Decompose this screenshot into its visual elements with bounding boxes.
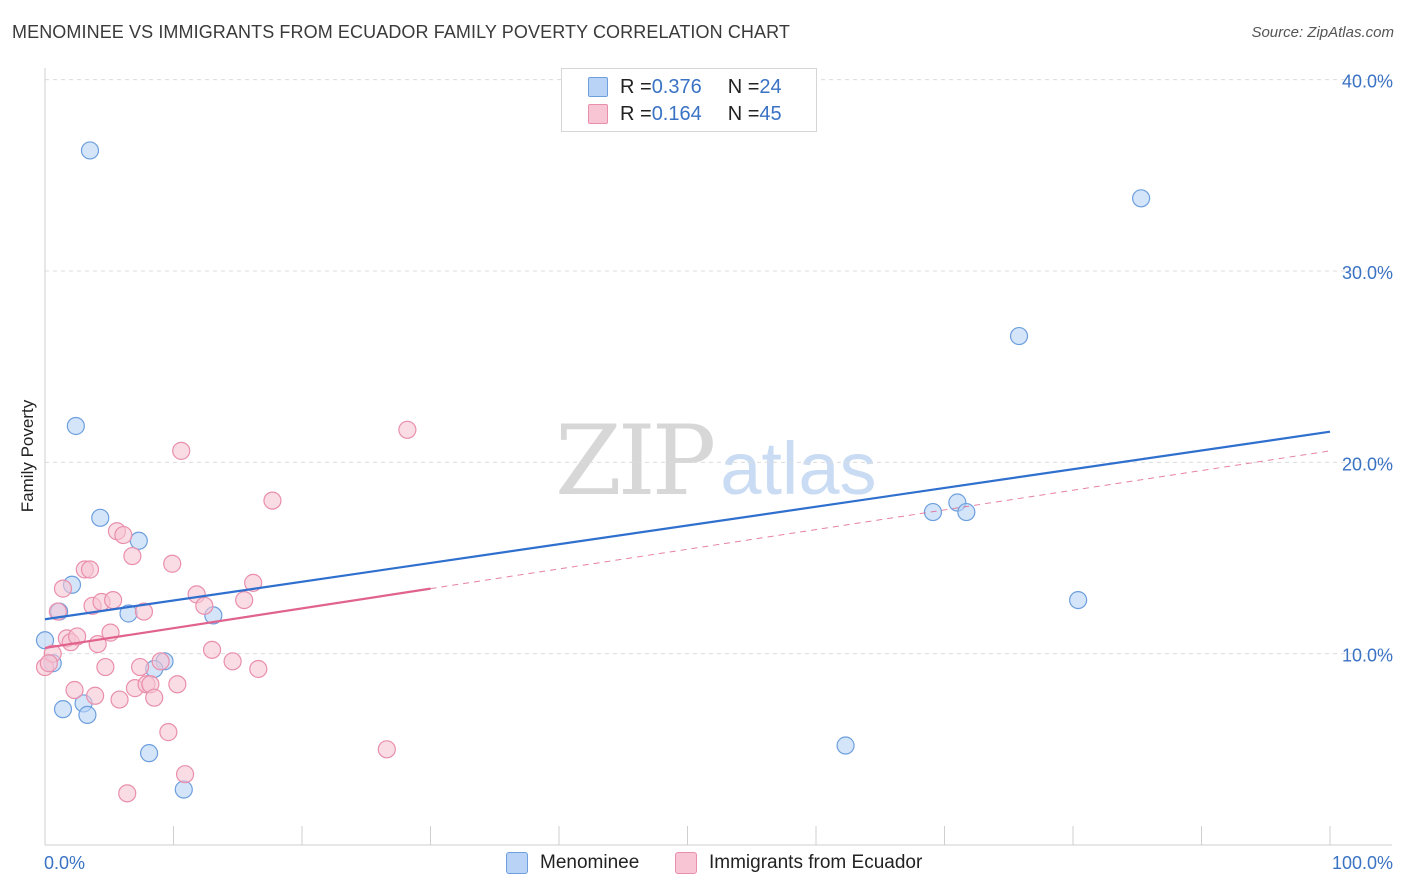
point-ecuador [53, 579, 73, 598]
point-menominee [174, 780, 193, 799]
legend-swatch-ecuador [675, 852, 697, 874]
legend-n-value: 24 [759, 75, 782, 98]
point-ecuador [249, 659, 268, 679]
point-ecuador [223, 652, 242, 671]
legend-row-ecuador: R = 0.164 N = 45 [588, 102, 782, 126]
point-menominee [66, 416, 85, 436]
legend-swatch-menominee [506, 852, 528, 874]
legend-r-value: 0.376 [651, 75, 702, 98]
legend-r-value: 0.164 [651, 102, 702, 125]
point-ecuador [377, 740, 396, 759]
point-menominee [80, 141, 100, 160]
point-menominee [1009, 326, 1029, 346]
point-menominee [139, 744, 159, 763]
legend-row-menominee: R = 0.376 N = 24 [588, 75, 782, 99]
point-menominee [129, 531, 148, 550]
point-ecuador [134, 602, 154, 621]
legend-label-ecuador: Immigrants from Ecuador [709, 852, 923, 873]
point-ecuador [235, 590, 254, 610]
point-ecuador [68, 627, 87, 646]
legend-n-value: 45 [759, 102, 782, 125]
legend-r-label: R = [620, 102, 652, 125]
trend-line-ecuador [44, 587, 431, 650]
point-ecuador [172, 441, 191, 460]
point-menominee [35, 631, 55, 650]
point-ecuador [130, 657, 150, 677]
point-ecuador [80, 560, 100, 579]
point-ecuador [151, 652, 170, 671]
point-ecuador [110, 690, 129, 709]
point-menominee [91, 508, 110, 527]
point-menominee [1132, 189, 1151, 208]
point-ecuador [65, 680, 84, 700]
legend-r-label: R = [620, 75, 652, 98]
point-ecuador [123, 546, 142, 566]
point-ecuador [175, 765, 195, 784]
point-ecuador [39, 654, 58, 673]
source-label: Source: ZipAtlas.com [1251, 24, 1394, 41]
legend-n-label: N = [727, 75, 760, 98]
y-tick-label: 30.0% [1342, 263, 1393, 283]
point-menominee [1069, 590, 1088, 610]
point-ecuador [96, 657, 115, 677]
stats-legend: R = 0.376 N = 24 R = 0.164 N = 45 [561, 68, 817, 132]
point-ecuador [145, 688, 164, 707]
trend-line-menominee [44, 430, 1331, 621]
point-ecuador [168, 675, 187, 694]
point-ecuador [263, 491, 282, 510]
legend-label-menominee: Menominee [540, 852, 640, 873]
x-tick-label: 0.0% [44, 853, 85, 873]
y-axis-title: Family Poverty [18, 399, 37, 513]
legend-item-ecuador[interactable]: Immigrants from Ecuador [675, 852, 922, 874]
point-ecuador [104, 590, 123, 610]
series-legend: Menominee Immigrants from Ecuador [0, 852, 1406, 876]
x-tick-label: 100.0% [1332, 853, 1393, 873]
legend-swatch-menominee [588, 77, 608, 97]
chart-title: MENOMINEE VS IMMIGRANTS FROM ECUADOR FAM… [12, 22, 790, 42]
trend-extension-ecuador [430, 450, 1331, 590]
y-tick-label: 10.0% [1342, 646, 1393, 666]
point-ecuador [86, 686, 105, 705]
point-ecuador [202, 640, 222, 659]
legend-n-label: N = [727, 102, 760, 125]
point-menominee [957, 502, 976, 522]
y-tick-label: 20.0% [1342, 454, 1393, 474]
point-menominee [53, 700, 73, 719]
legend-swatch-ecuador [588, 104, 608, 124]
point-ecuador [159, 723, 178, 742]
point-ecuador [195, 596, 214, 615]
point-ecuador [163, 554, 182, 573]
point-menominee [836, 736, 855, 755]
point-menominee [78, 705, 97, 724]
y-tick-label: 40.0% [1342, 72, 1393, 92]
point-ecuador [114, 525, 133, 545]
legend-item-menominee[interactable]: Menominee [506, 852, 639, 874]
point-ecuador [118, 784, 137, 803]
point-ecuador [398, 420, 417, 439]
